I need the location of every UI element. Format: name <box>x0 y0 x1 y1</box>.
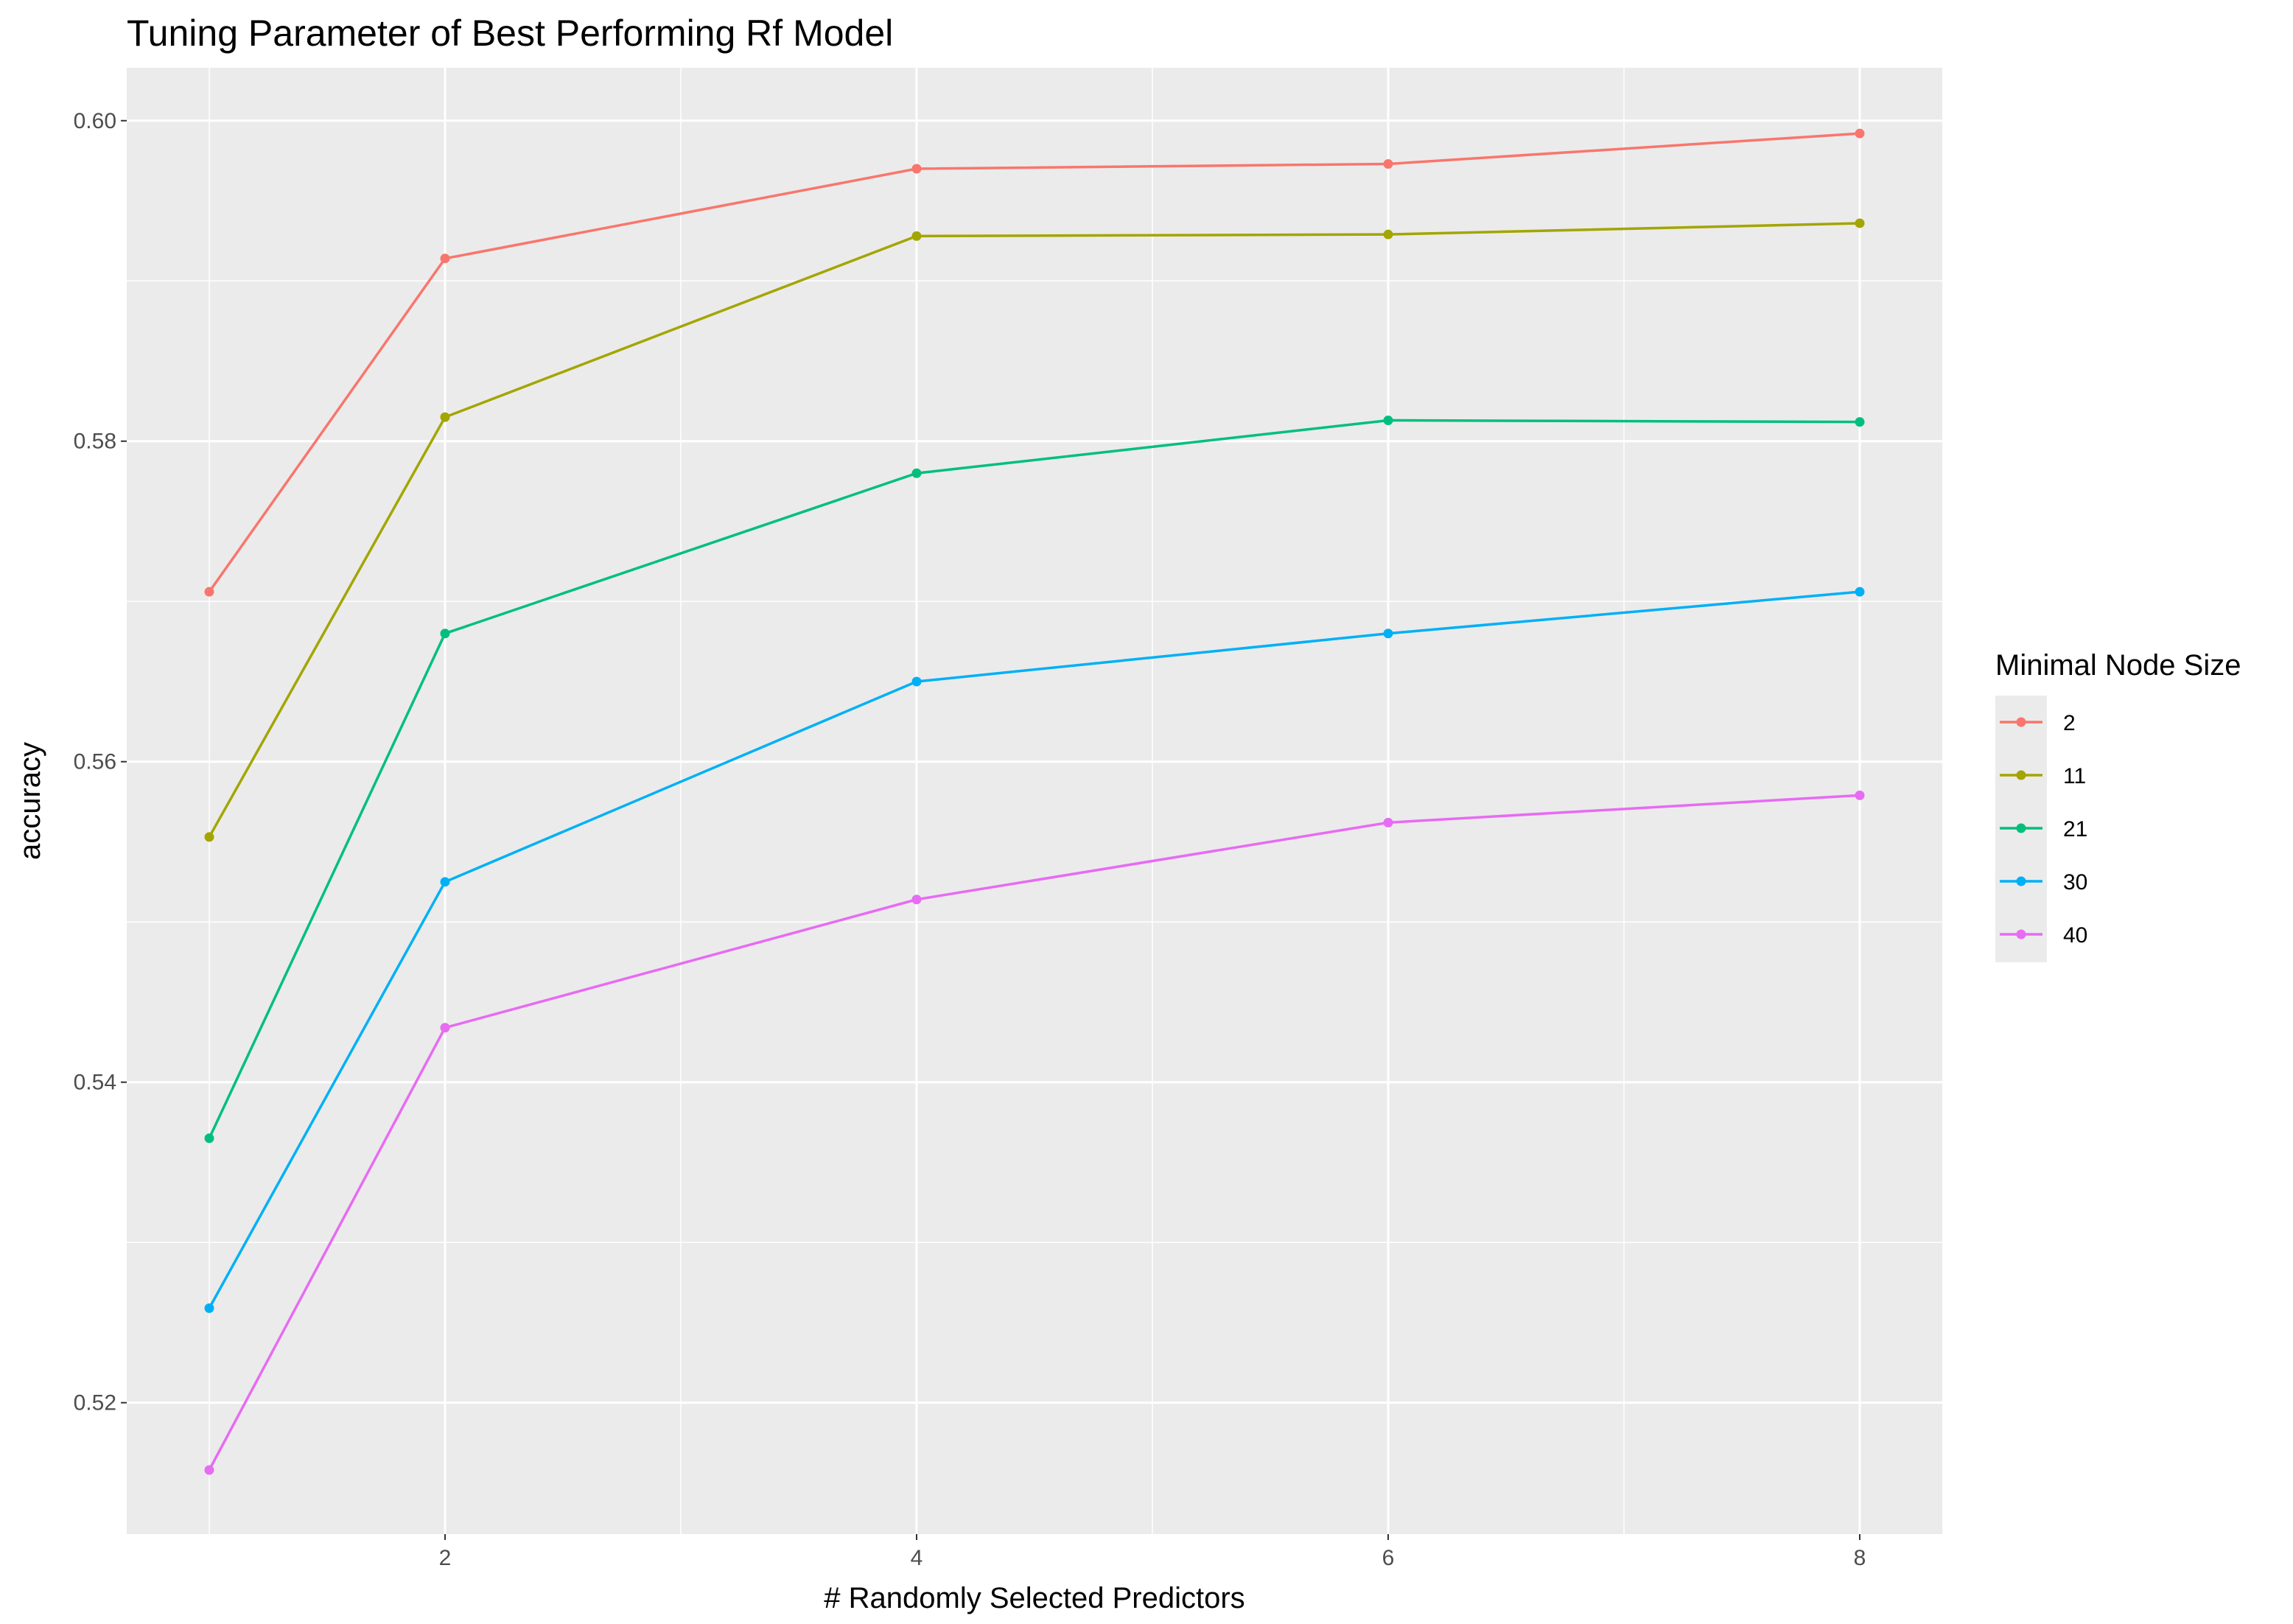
chart-title: Tuning Parameter of Best Performing Rf M… <box>127 13 893 54</box>
series-layer <box>204 128 1865 1475</box>
data-point <box>440 877 450 887</box>
x-axis: 2 4 6 8 <box>439 1534 1866 1570</box>
data-point <box>1383 817 1393 827</box>
data-point <box>1855 790 1865 800</box>
legend-item: 40 <box>2000 923 2087 948</box>
legend-label: 40 <box>2063 923 2087 948</box>
legend-label: 21 <box>2063 817 2087 841</box>
data-point <box>1383 629 1393 639</box>
x-tick-label: 8 <box>1854 1546 1866 1570</box>
data-point <box>440 629 450 639</box>
x-tick-label: 4 <box>911 1546 923 1570</box>
data-point <box>1383 229 1393 239</box>
data-point <box>1855 218 1865 228</box>
data-point <box>440 253 450 264</box>
data-point <box>911 676 922 687</box>
legend-label: 11 <box>2063 764 2086 788</box>
series-30 <box>204 587 1865 1313</box>
x-axis-title: # Randomly Selected Predictors <box>824 1582 1244 1614</box>
legend-label: 30 <box>2063 870 2087 895</box>
data-point <box>1855 417 1865 427</box>
legend-key-point <box>2016 876 2026 886</box>
y-tick-label: 0.56 <box>74 750 116 774</box>
legend-item: 2 <box>2000 711 2076 735</box>
data-point <box>911 164 922 174</box>
data-point <box>204 832 214 842</box>
y-axis-title: accuracy <box>14 742 46 860</box>
legend-item: 21 <box>2000 817 2087 841</box>
data-point <box>204 587 214 597</box>
legend-key-point <box>2016 717 2026 727</box>
data-point <box>911 895 922 905</box>
series-2 <box>204 128 1865 597</box>
data-point <box>1855 587 1865 597</box>
data-point <box>440 1023 450 1033</box>
legend-key-point <box>2016 770 2026 780</box>
legend-title: Minimal Node Size <box>1995 649 2241 682</box>
y-tick-label: 0.58 <box>74 430 116 454</box>
major-gridlines <box>127 68 1942 1534</box>
data-point <box>440 412 450 422</box>
data-point <box>911 231 922 241</box>
data-point <box>204 1133 214 1144</box>
y-tick-label: 0.60 <box>74 109 116 133</box>
series-21 <box>204 415 1865 1144</box>
x-tick-label: 2 <box>439 1546 452 1570</box>
data-point <box>1383 158 1393 169</box>
data-point <box>1383 415 1393 425</box>
data-point <box>911 468 922 478</box>
legend-key-point <box>2016 823 2026 833</box>
legend-key-point <box>2016 929 2026 939</box>
series-40 <box>204 790 1865 1475</box>
y-axis: 0.52 0.54 0.56 0.58 0.60 <box>74 109 127 1415</box>
legend-item: 30 <box>2000 870 2087 895</box>
y-tick-label: 0.54 <box>74 1071 116 1095</box>
y-tick-label: 0.52 <box>74 1391 116 1415</box>
legend-items: 2 11 21 30 40 <box>2000 711 2087 948</box>
data-point <box>204 1303 214 1313</box>
data-point <box>1855 128 1865 139</box>
legend-label: 2 <box>2063 711 2076 735</box>
legend: Minimal Node Size 2 11 21 30 40 <box>1995 649 2241 962</box>
legend-item: 11 <box>2000 764 2086 788</box>
plot-panel <box>127 68 1942 1534</box>
x-tick-label: 6 <box>1382 1546 1395 1570</box>
data-point <box>204 1465 214 1475</box>
series-11 <box>204 218 1865 842</box>
